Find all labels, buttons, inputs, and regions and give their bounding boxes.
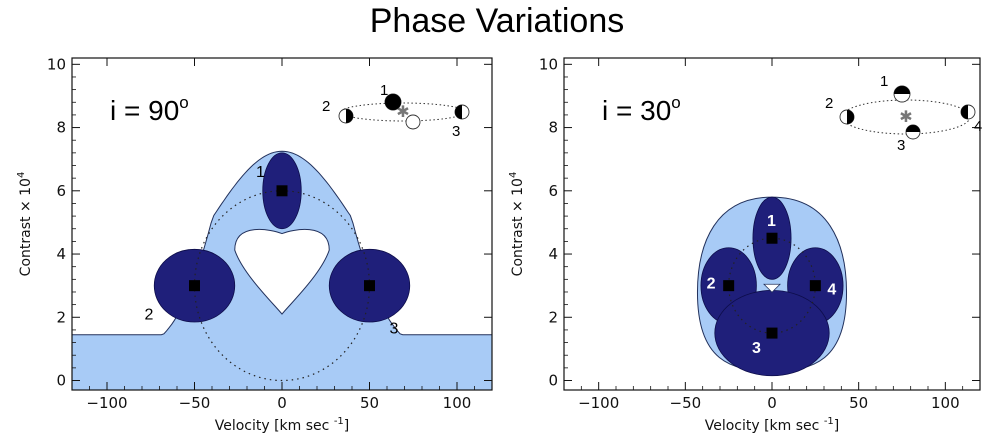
- plot-area: [72, 150, 492, 390]
- y-tick-label: 4: [548, 245, 558, 263]
- envelope-hole: [234, 228, 330, 315]
- point-label-3: 3: [390, 321, 399, 338]
- data-point-1: [766, 232, 778, 244]
- inclination-label: i = 90o: [110, 93, 189, 126]
- chart-panel-2: 1 2 4 3 −100 −50 0 50 100 0 2 4 6 8 10 Velocity [km sec…: [508, 55, 982, 434]
- y-tick-label: 0: [56, 372, 66, 390]
- x-tick-label: −100: [86, 394, 127, 412]
- orbit-legend-label-3: 3: [897, 137, 905, 154]
- y-tick-label: 8: [548, 119, 558, 137]
- orbit-legend-label-3: 3: [452, 123, 460, 140]
- y-tick-label: 10: [539, 55, 558, 73]
- x-tick-label: 50: [360, 394, 379, 412]
- point-label-1: 1: [256, 164, 265, 181]
- planet-phase-icon: [454, 104, 470, 120]
- x-axis-label: Velocity [km sec -1]: [215, 416, 350, 434]
- data-point-3: [766, 327, 778, 339]
- y-tick-label: 0: [548, 372, 558, 390]
- data-point-4: [809, 280, 821, 292]
- point-label-4: 4: [827, 282, 836, 299]
- orbit-legend-label-4: 4: [974, 118, 982, 135]
- point-label-2: 2: [145, 307, 154, 324]
- x-tick-label: −100: [578, 394, 619, 412]
- x-axis-label: Velocity [km sec -1]: [705, 416, 840, 434]
- data-point-1: [276, 185, 288, 197]
- x-tick-label: 0: [277, 394, 287, 412]
- planet-phase-icon: [893, 85, 911, 103]
- planet-phase-icon: [384, 93, 402, 111]
- y-tick-label: 4: [56, 245, 66, 263]
- orbit-legend: ✱123: [322, 82, 470, 140]
- plot-area: [696, 196, 848, 377]
- orbit-legend-label-1: 1: [880, 73, 888, 90]
- planet-phase-icon: [905, 124, 921, 140]
- planet-phase-icon: [839, 109, 855, 125]
- y-axis-label: Contrast × 104: [508, 172, 526, 277]
- orbit-legend: ✱ 1 2 3 4: [825, 73, 982, 154]
- data-point-2: [723, 280, 735, 292]
- x-tick-label: 100: [931, 394, 960, 412]
- envelope-notch: [763, 283, 781, 293]
- data-point-2: [189, 280, 200, 292]
- x-tick-label: 0: [767, 394, 777, 412]
- y-tick-label: 2: [548, 308, 558, 326]
- inclination-label: i = 30o: [602, 93, 681, 126]
- x-tick-label: 50: [849, 394, 868, 412]
- y-tick-label: 6: [56, 182, 66, 200]
- x-tick-label: 100: [443, 394, 472, 412]
- star-icon: ✱: [899, 107, 912, 126]
- y-axis-label: Contrast × 104: [16, 172, 34, 277]
- orbit-legend-label-2: 2: [322, 98, 330, 115]
- y-tick-label: 8: [56, 119, 66, 137]
- orbit-legend-label-1: 1: [380, 82, 388, 99]
- x-tick-label: −50: [670, 394, 702, 412]
- data-point-3: [364, 280, 375, 292]
- point-label-3: 3: [752, 340, 761, 357]
- planet-phase-icon: [338, 108, 354, 124]
- point-label-2: 2: [707, 276, 716, 293]
- point-label-1: 1: [767, 213, 776, 230]
- y-tick-label: 10: [47, 55, 66, 73]
- orbit-legend-label-2: 2: [825, 95, 833, 112]
- chart-panel-1: 1 2 3 −100 −50 0 50 100 0 2 4 6 8 10 Velocity [km sec …: [16, 55, 493, 434]
- y-tick-label: 6: [548, 182, 558, 200]
- x-tick-label: −50: [179, 394, 211, 412]
- planet-phase-icon: [405, 114, 421, 130]
- page-title: Phase Variations: [369, 2, 625, 40]
- y-tick-label: 2: [56, 308, 66, 326]
- planet-phase-icon: [960, 104, 976, 120]
